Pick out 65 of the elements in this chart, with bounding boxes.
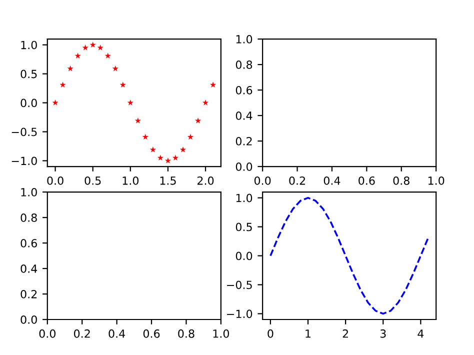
y-tick-label: 0.0 (236, 162, 252, 171)
x-tick-label: 0.4 (324, 176, 340, 185)
y-tick-label: 0.2 (236, 137, 252, 146)
y-tick-label: 0.4 (236, 112, 252, 120)
y-tick-label: 0.5 (20, 70, 37, 78)
x-tick-label: 3 (380, 329, 386, 338)
point (97, 44, 104, 50)
y-tick-label: 0.0 (20, 315, 37, 324)
y-tick-label: 1.0 (236, 35, 252, 44)
y-tick-label: −1.0 (227, 310, 252, 318)
x-tick-label: 0.8 (393, 176, 410, 185)
point (172, 154, 179, 160)
y-tick-label: 0.8 (20, 213, 37, 222)
point (194, 117, 202, 124)
line-series (270, 196, 430, 315)
y-tick-label: 0.6 (236, 86, 252, 94)
x-tick-label: 4 (418, 330, 424, 338)
y-tick-label: 0.6 (20, 238, 37, 248)
point (82, 44, 88, 50)
point (187, 134, 194, 140)
x-tick-label: 1.5 (160, 176, 176, 185)
point (157, 154, 164, 160)
point (60, 82, 66, 88)
x-tick-label: 2 (342, 329, 348, 338)
x-tick-label: 0.5 (84, 176, 101, 185)
point (164, 157, 172, 164)
y-tick-label: 0.2 (20, 290, 37, 298)
point (142, 134, 149, 140)
y-tick-label: 0.0 (20, 98, 37, 108)
x-tick-label: 1 (306, 330, 311, 338)
point (52, 100, 58, 106)
point (104, 52, 111, 58)
x-tick-label: 0.6 (358, 176, 375, 185)
x-tick-label: 0.0 (39, 329, 56, 338)
point (74, 52, 81, 58)
point (180, 146, 186, 152)
y-tick-label: 0.4 (20, 264, 38, 273)
y-tick-label: 0.5 (236, 222, 252, 232)
point (210, 82, 216, 88)
x-tick-label: 2.0 (198, 176, 214, 185)
y-tick-label: 1.0 (21, 40, 37, 50)
point (150, 146, 156, 152)
point (120, 82, 126, 88)
x-tick-label: 1.0 (213, 329, 230, 338)
x-tick-label: 0.0 (47, 176, 64, 185)
y-tick-label: 1.0 (236, 194, 252, 202)
x-tick-label: 0 (268, 329, 274, 338)
x-tick-label: 0.8 (178, 329, 194, 338)
x-tick-label: 1.0 (122, 176, 138, 185)
y-tick-label: −1.0 (12, 156, 37, 166)
y-tick-label: −0.5 (12, 128, 37, 136)
x-tick-label: 0.6 (143, 329, 160, 338)
x-tick-label: 0.2 (74, 329, 90, 338)
point (112, 65, 118, 72)
y-tick-label: −0.5 (227, 280, 252, 290)
point (67, 65, 74, 72)
point (127, 100, 134, 106)
x-tick-label: 0.0 (254, 176, 271, 185)
x-tick-label: 0.2 (289, 176, 305, 185)
y-tick-label: 1.0 (21, 188, 37, 196)
x-tick-label: 0.4 (108, 329, 126, 338)
y-tick-label: 0.8 (236, 60, 252, 69)
y-tick-label: 0.0 (236, 252, 252, 260)
x-tick-label: 1.0 (428, 176, 444, 185)
point (134, 117, 142, 124)
